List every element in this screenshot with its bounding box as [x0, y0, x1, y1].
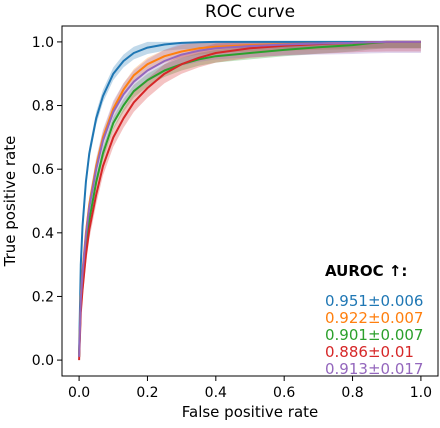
y-tick-label: 0.8 [32, 99, 54, 115]
plot-frame [61, 25, 439, 377]
x-tick-label: 0.6 [273, 385, 295, 401]
x-tick-label: 0.2 [136, 385, 158, 401]
legend-entry: 0.886±0.01 [325, 343, 414, 361]
y-tick-label: 1.0 [32, 35, 54, 51]
y-tick-label: 0.0 [32, 353, 54, 369]
y-axis-label: True positive rate [1, 136, 19, 268]
x-axis-ticks: 0.0 0.2 0.4 0.6 0.8 1.0 [68, 376, 432, 401]
x-tick-label: 0.8 [341, 385, 363, 401]
x-axis-label: False positive rate [182, 403, 319, 421]
x-tick-label: 0.4 [205, 385, 227, 401]
legend-title: AUROC ↑: [325, 262, 407, 280]
y-tick-label: 0.6 [32, 162, 54, 178]
chart-title: ROC curve [205, 2, 295, 22]
legend: 0.951±0.0060.922±0.0070.901±0.0070.886±0… [325, 292, 423, 378]
y-tick-label: 0.4 [32, 226, 54, 242]
roc-line-3 [78, 40, 421, 357]
roc-lines [78, 40, 421, 361]
roc-line-1 [78, 40, 421, 354]
x-tick-label: 1.0 [410, 385, 432, 401]
roc-line-5 [78, 40, 421, 357]
y-tick-label: 0.2 [32, 289, 54, 305]
y-axis-ticks: 0.0 0.2 0.4 0.6 0.8 1.0 [32, 35, 62, 369]
x-tick-label: 0.0 [68, 385, 90, 401]
legend-entry: 0.922±0.007 [325, 309, 423, 327]
legend-entry: 0.913±0.017 [325, 360, 423, 378]
legend-entry: 0.951±0.006 [325, 292, 423, 310]
legend-entry: 0.901±0.007 [325, 326, 423, 344]
